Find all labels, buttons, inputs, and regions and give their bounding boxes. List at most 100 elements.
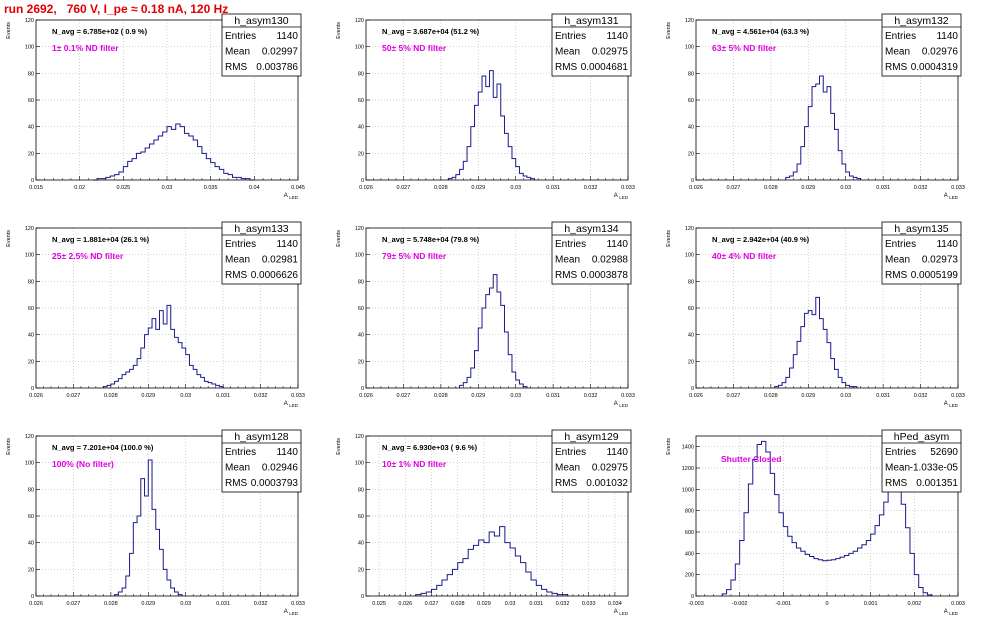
- y-tick-label: 0: [691, 178, 694, 184]
- histogram-bars: [774, 296, 858, 388]
- stat-label: RMS: [225, 478, 248, 489]
- x-tick-label: 0.032: [254, 601, 268, 607]
- stats-box: h_asym130 Entries 1140 Mean 0.02997 RMS 0.0037…: [221, 13, 302, 77]
- x-tick-label: 0.026: [29, 393, 43, 399]
- y-tick-label: 120: [685, 18, 694, 24]
- x-tick-label: 0.026: [398, 601, 412, 607]
- y-tick-label: 120: [685, 226, 694, 232]
- stats-box: h_asym129 Entries 1140 Mean 0.02975 RMS 0.0010…: [551, 429, 632, 493]
- y-tick-label: 80: [28, 487, 34, 493]
- stat-label: Entries: [555, 31, 586, 42]
- y-tick-label: 100: [685, 45, 694, 51]
- stats-box: h_asym134 Entries 1140 Mean 0.02988 RMS 0.0003…: [551, 221, 632, 285]
- histogram-bars: [102, 304, 224, 388]
- histogram-name: h_asym135: [894, 223, 948, 235]
- stats-box-frame: [221, 429, 302, 493]
- y-tick-label: 600: [685, 530, 694, 536]
- stat-label: Entries: [225, 447, 256, 458]
- filter-annotation: 50± 5% ND filter: [382, 43, 447, 53]
- stat-value: 0.001351: [916, 478, 958, 489]
- x-tick-label: 0.03: [162, 185, 173, 191]
- y-tick-label: 20: [358, 151, 364, 157]
- y-tick-label: 40: [28, 333, 34, 339]
- y-tick-label: 0: [31, 386, 34, 392]
- y-tick-label: 1200: [682, 466, 694, 472]
- x-tick-label: 0.031: [216, 393, 230, 399]
- histogram-bars: [92, 123, 255, 181]
- stats-box-frame: [881, 221, 962, 285]
- stats-box-frame: [881, 13, 962, 77]
- histogram-name: h_asym128: [234, 431, 288, 443]
- navg-annotation: N_avg = 5.748e+04 (79.8 %): [382, 235, 480, 244]
- histogram-bars: [447, 70, 535, 180]
- stat-value: 1140: [276, 239, 298, 250]
- x-tick-label: 0.026: [359, 185, 373, 191]
- y-tick-label: 60: [688, 306, 694, 312]
- x-tick-label: 0.031: [876, 185, 890, 191]
- x-tick-label: 0.032: [556, 601, 570, 607]
- stat-label: Mean: [885, 255, 910, 266]
- x-tick-label: 0.031: [546, 393, 560, 399]
- histogram-bars: [785, 75, 862, 180]
- y-tick-label: 100: [25, 45, 34, 51]
- x-tick-label: 0.027: [67, 393, 81, 399]
- x-tick-label: 0.029: [141, 393, 155, 399]
- histogram-panel-h_asym128: 0.026 0.027 0.028 0.029 0.03 0.031 0.032 0.033 0…: [6, 429, 305, 616]
- histogram-panel-h_asym132: 0.026 0.027 0.028 0.029 0.03 0.031 0.032 0.033 0…: [666, 13, 965, 200]
- y-tick-label: 40: [28, 125, 34, 131]
- y-tick-label: 20: [358, 567, 364, 573]
- y-tick-label: 0: [31, 178, 34, 184]
- histogram-panel-h_asym129: 0.025 0.026 0.027 0.028 0.029 0.03 0.031 0.032 0…: [336, 429, 632, 616]
- histogram-panel-hPed_asym: -0.003 -0.002 -0.001 0 0.001 0.002 0.003 0 200 40…: [666, 429, 965, 616]
- filter-annotation: 10± 1% ND filter: [382, 459, 447, 469]
- stat-label: Entries: [885, 239, 916, 250]
- stat-value: 1140: [276, 447, 298, 458]
- histogram-panel-h_asym133: 0.026 0.027 0.028 0.029 0.03 0.031 0.032 0.033 0…: [6, 221, 305, 408]
- y-tick-label: 20: [358, 359, 364, 365]
- y-axis-label: Events: [666, 438, 672, 455]
- y-tick-label: 60: [688, 98, 694, 104]
- y-tick-label: 0: [361, 178, 364, 184]
- x-tick-label: 0.033: [621, 185, 635, 191]
- x-tick-label: 0.029: [801, 185, 815, 191]
- navg-annotation: N_avg = 7.201e+04 (100.0 %): [52, 443, 154, 452]
- y-tick-label: 120: [25, 226, 34, 232]
- y-tick-label: 60: [28, 306, 34, 312]
- x-tick-label: 0.028: [104, 601, 118, 607]
- x-tick-label: -0.001: [776, 601, 792, 607]
- x-tick-label: 0.027: [397, 185, 411, 191]
- y-tick-label: 120: [25, 434, 34, 440]
- stat-value: 0.02981: [262, 255, 299, 266]
- y-tick-label: 60: [28, 514, 34, 520]
- stats-box: h_asym128 Entries 1140 Mean 0.02946 RMS 0.0003…: [221, 429, 302, 493]
- y-tick-label: 60: [358, 306, 364, 312]
- y-axis-label: Events: [6, 438, 12, 455]
- y-axis-label: Events: [336, 438, 342, 455]
- y-tick-label: 80: [358, 71, 364, 77]
- stat-label: Entries: [555, 239, 586, 250]
- stat-label: RMS: [885, 62, 908, 73]
- stat-label: RMS: [555, 62, 578, 73]
- stat-value: 1140: [276, 31, 298, 42]
- panel-annotation: Shutter Closed: [721, 454, 781, 464]
- x-tick-label: 0.03: [840, 185, 851, 191]
- x-tick-label: 0.033: [621, 393, 635, 399]
- stats-box-frame: [551, 429, 632, 493]
- stat-label: RMS: [225, 62, 248, 73]
- x-tick-label: 0.027: [425, 601, 439, 607]
- stat-value: 1140: [936, 239, 958, 250]
- x-tick-label: 0.033: [951, 185, 965, 191]
- navg-annotation: N_avg = 4.561e+04 (63.3 %): [712, 27, 810, 36]
- x-axis-label: A LED: [284, 609, 299, 616]
- x-tick-label: 0.015: [29, 185, 43, 191]
- x-tick-label: 0.028: [764, 393, 778, 399]
- histogram-bars: [114, 459, 183, 596]
- x-tick-label: 0.04: [249, 185, 260, 191]
- y-tick-label: 100: [355, 45, 364, 51]
- stats-box: h_asym133 Entries 1140 Mean 0.02981 RMS 0.0006…: [221, 221, 302, 285]
- stat-label: Mean: [555, 463, 580, 474]
- y-tick-label: 20: [688, 151, 694, 157]
- stat-label: Mean: [885, 47, 910, 58]
- x-tick-label: 0.031: [546, 185, 560, 191]
